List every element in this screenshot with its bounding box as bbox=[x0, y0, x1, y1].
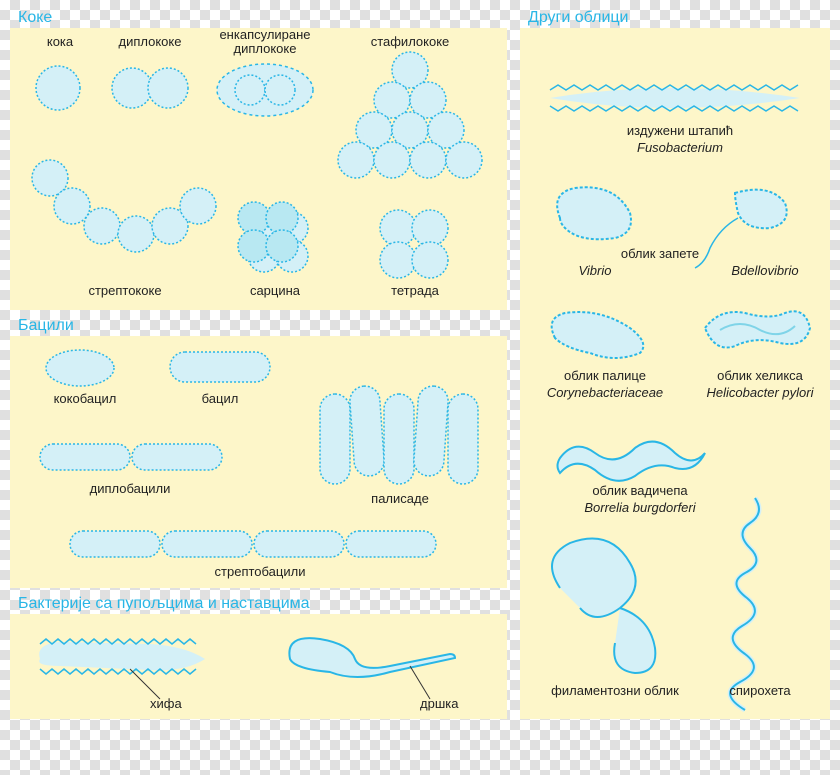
elongated-rod-label: издужени штапић bbox=[605, 123, 755, 138]
helix-label: облик хеликса bbox=[700, 368, 820, 383]
fusobacterium-latin: Fusobacterium bbox=[605, 140, 755, 155]
corkscrew-label: облик вадичепа bbox=[570, 483, 710, 498]
filamentous-label: филаментозни облик bbox=[545, 683, 685, 698]
coryne-latin: Corynebacteriaceae bbox=[530, 385, 680, 400]
bdellovibrio-latin: Bdellovibrio bbox=[715, 263, 815, 278]
stalk-label: дршка bbox=[420, 696, 480, 711]
club-label: облик палице bbox=[540, 368, 670, 383]
tetrad-label: тетрада bbox=[375, 283, 455, 298]
diplobacilli-label: диплобацили bbox=[70, 481, 190, 496]
streptobacilli-label: стрептобацили bbox=[195, 564, 325, 579]
cocci-panel: кока диплококе енкапсулиране диплококе с… bbox=[10, 28, 507, 310]
other-panel: издужени штапић Fusobacterium облик запе… bbox=[520, 28, 830, 719]
bacilli-svg bbox=[10, 336, 507, 588]
sarcina-label: сарцина bbox=[235, 283, 315, 298]
cocci-svg bbox=[10, 28, 507, 310]
comma-label: облик запете bbox=[600, 246, 720, 261]
streptococci-label: стрептококе bbox=[65, 283, 185, 298]
bacillus-label: бацил bbox=[185, 391, 255, 406]
coccobacillus-label: кокобацил bbox=[40, 391, 130, 406]
vibrio-latin: Vibrio bbox=[555, 263, 635, 278]
bacilli-panel: кокобацил бацил диплобацили палисаде стр… bbox=[10, 336, 507, 588]
hypha-label: хифа bbox=[150, 696, 210, 711]
palisades-label: палисаде bbox=[350, 491, 450, 506]
borrelia-latin: Borrelia burgdorferi bbox=[570, 500, 710, 515]
spirochete-label: спирохета bbox=[710, 683, 810, 698]
budding-panel: хифа дршка bbox=[10, 614, 507, 719]
helico-latin: Helicobacter pylori bbox=[690, 385, 830, 400]
